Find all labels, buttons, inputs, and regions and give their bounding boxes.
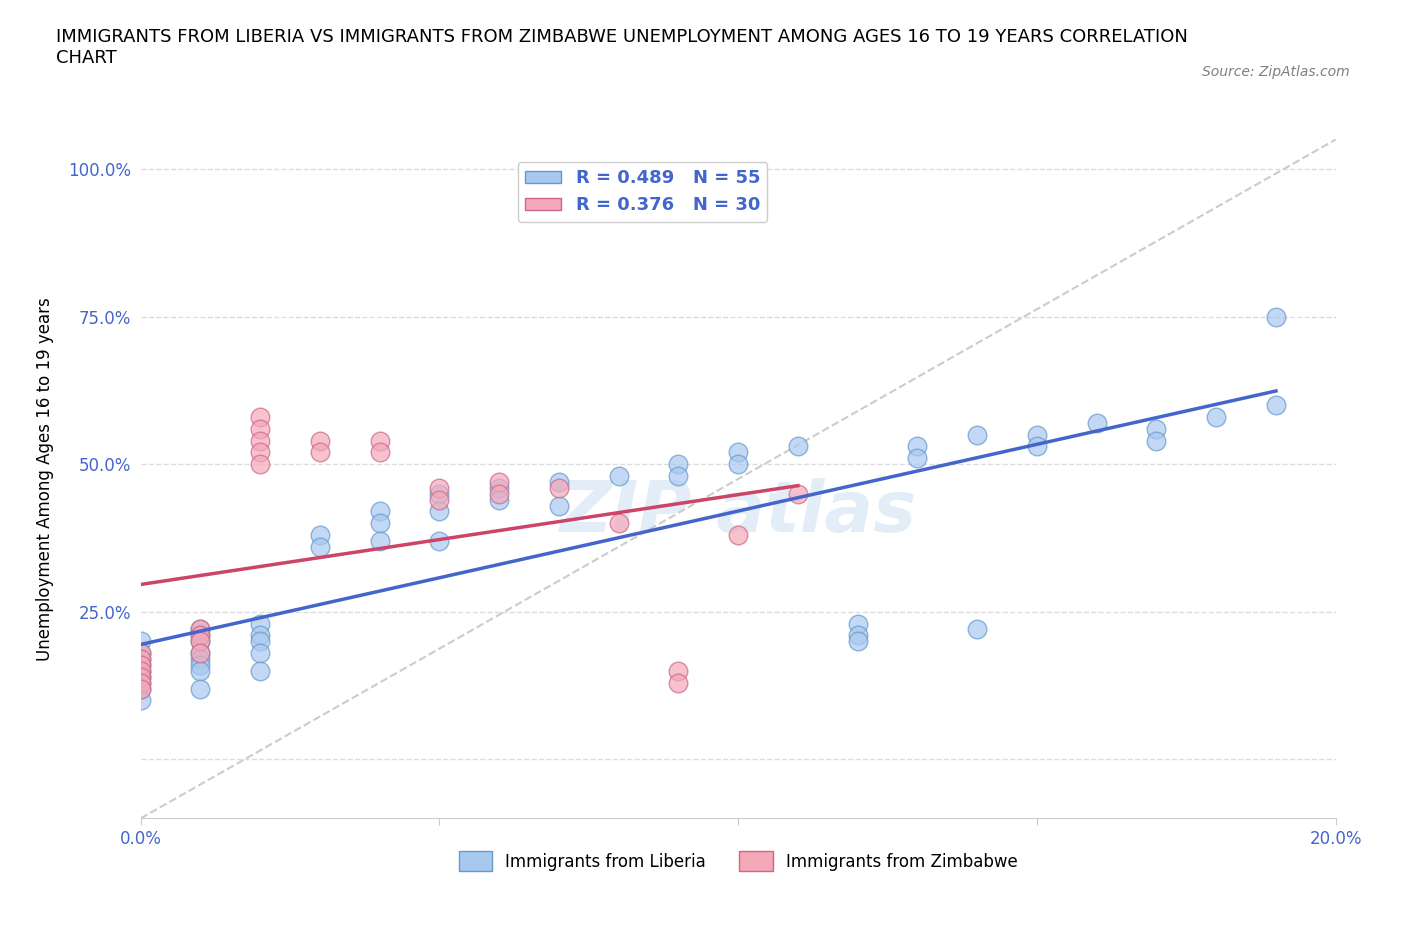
Point (1146, 433, 1168, 448)
Point (129, 645, 152, 660)
Point (846, 634, 869, 649)
Point (846, 628, 869, 643)
Point (249, 645, 271, 660)
Point (188, 622, 212, 637)
Point (368, 433, 391, 448)
Point (488, 474, 510, 489)
Point (188, 652, 212, 667)
Point (129, 670, 152, 684)
Point (129, 675, 152, 690)
Point (309, 539, 332, 554)
Point (368, 445, 391, 459)
Point (249, 663, 271, 678)
Text: IMMIGRANTS FROM LIBERIA VS IMMIGRANTS FROM ZIMBABWE UNEMPLOYMENT AMONG AGES 16 T: IMMIGRANTS FROM LIBERIA VS IMMIGRANTS FR… (56, 28, 1188, 67)
Point (129, 652, 152, 667)
Point (368, 504, 391, 519)
Text: ZIP atlas: ZIP atlas (560, 478, 917, 548)
Point (488, 481, 510, 496)
Point (966, 427, 988, 442)
Point (129, 645, 152, 660)
Point (309, 433, 332, 448)
Point (129, 675, 152, 690)
Point (727, 527, 749, 542)
Point (907, 439, 929, 454)
Point (129, 681, 152, 696)
Point (1265, 398, 1288, 413)
Point (907, 451, 929, 466)
Point (249, 617, 271, 631)
Point (249, 445, 271, 459)
Point (129, 658, 152, 672)
Point (427, 486, 450, 501)
Point (1146, 421, 1168, 436)
Point (188, 628, 212, 643)
Point (668, 469, 690, 484)
Point (368, 516, 391, 531)
Point (249, 433, 271, 448)
Y-axis label: Unemployment Among Ages 16 to 19 years: Unemployment Among Ages 16 to 19 years (37, 297, 53, 661)
Point (607, 516, 630, 531)
Point (249, 421, 271, 436)
Point (427, 534, 450, 549)
Point (1026, 427, 1049, 442)
Legend: Immigrants from Liberia, Immigrants from Zimbabwe: Immigrants from Liberia, Immigrants from… (451, 844, 1025, 878)
Point (309, 445, 332, 459)
Point (488, 492, 510, 507)
Point (188, 645, 212, 660)
Point (188, 663, 212, 678)
Point (668, 675, 690, 690)
Point (249, 409, 271, 424)
Point (668, 457, 690, 472)
Point (548, 481, 571, 496)
Point (1085, 416, 1108, 431)
Point (966, 622, 988, 637)
Point (368, 534, 391, 549)
Point (727, 457, 749, 472)
Point (787, 486, 810, 501)
Point (1265, 309, 1288, 324)
Point (727, 445, 749, 459)
Point (427, 481, 450, 496)
Point (249, 634, 271, 649)
Point (1026, 439, 1049, 454)
Point (846, 617, 869, 631)
Point (129, 663, 152, 678)
Point (249, 628, 271, 643)
Point (129, 634, 152, 649)
Point (129, 670, 152, 684)
Point (668, 663, 690, 678)
Point (427, 504, 450, 519)
Point (129, 658, 152, 672)
Point (188, 681, 212, 696)
Text: Source: ZipAtlas.com: Source: ZipAtlas.com (1202, 65, 1350, 79)
Point (488, 486, 510, 501)
Point (249, 457, 271, 472)
Point (188, 634, 212, 649)
Point (188, 628, 212, 643)
Point (1205, 409, 1227, 424)
Point (548, 474, 571, 489)
Point (129, 663, 152, 678)
Point (188, 658, 212, 672)
Point (129, 681, 152, 696)
Point (188, 634, 212, 649)
Point (309, 527, 332, 542)
Point (787, 439, 810, 454)
Point (548, 498, 571, 513)
Point (188, 622, 212, 637)
Point (607, 469, 630, 484)
Point (427, 492, 450, 507)
Point (129, 693, 152, 708)
Point (188, 645, 212, 660)
Point (129, 652, 152, 667)
